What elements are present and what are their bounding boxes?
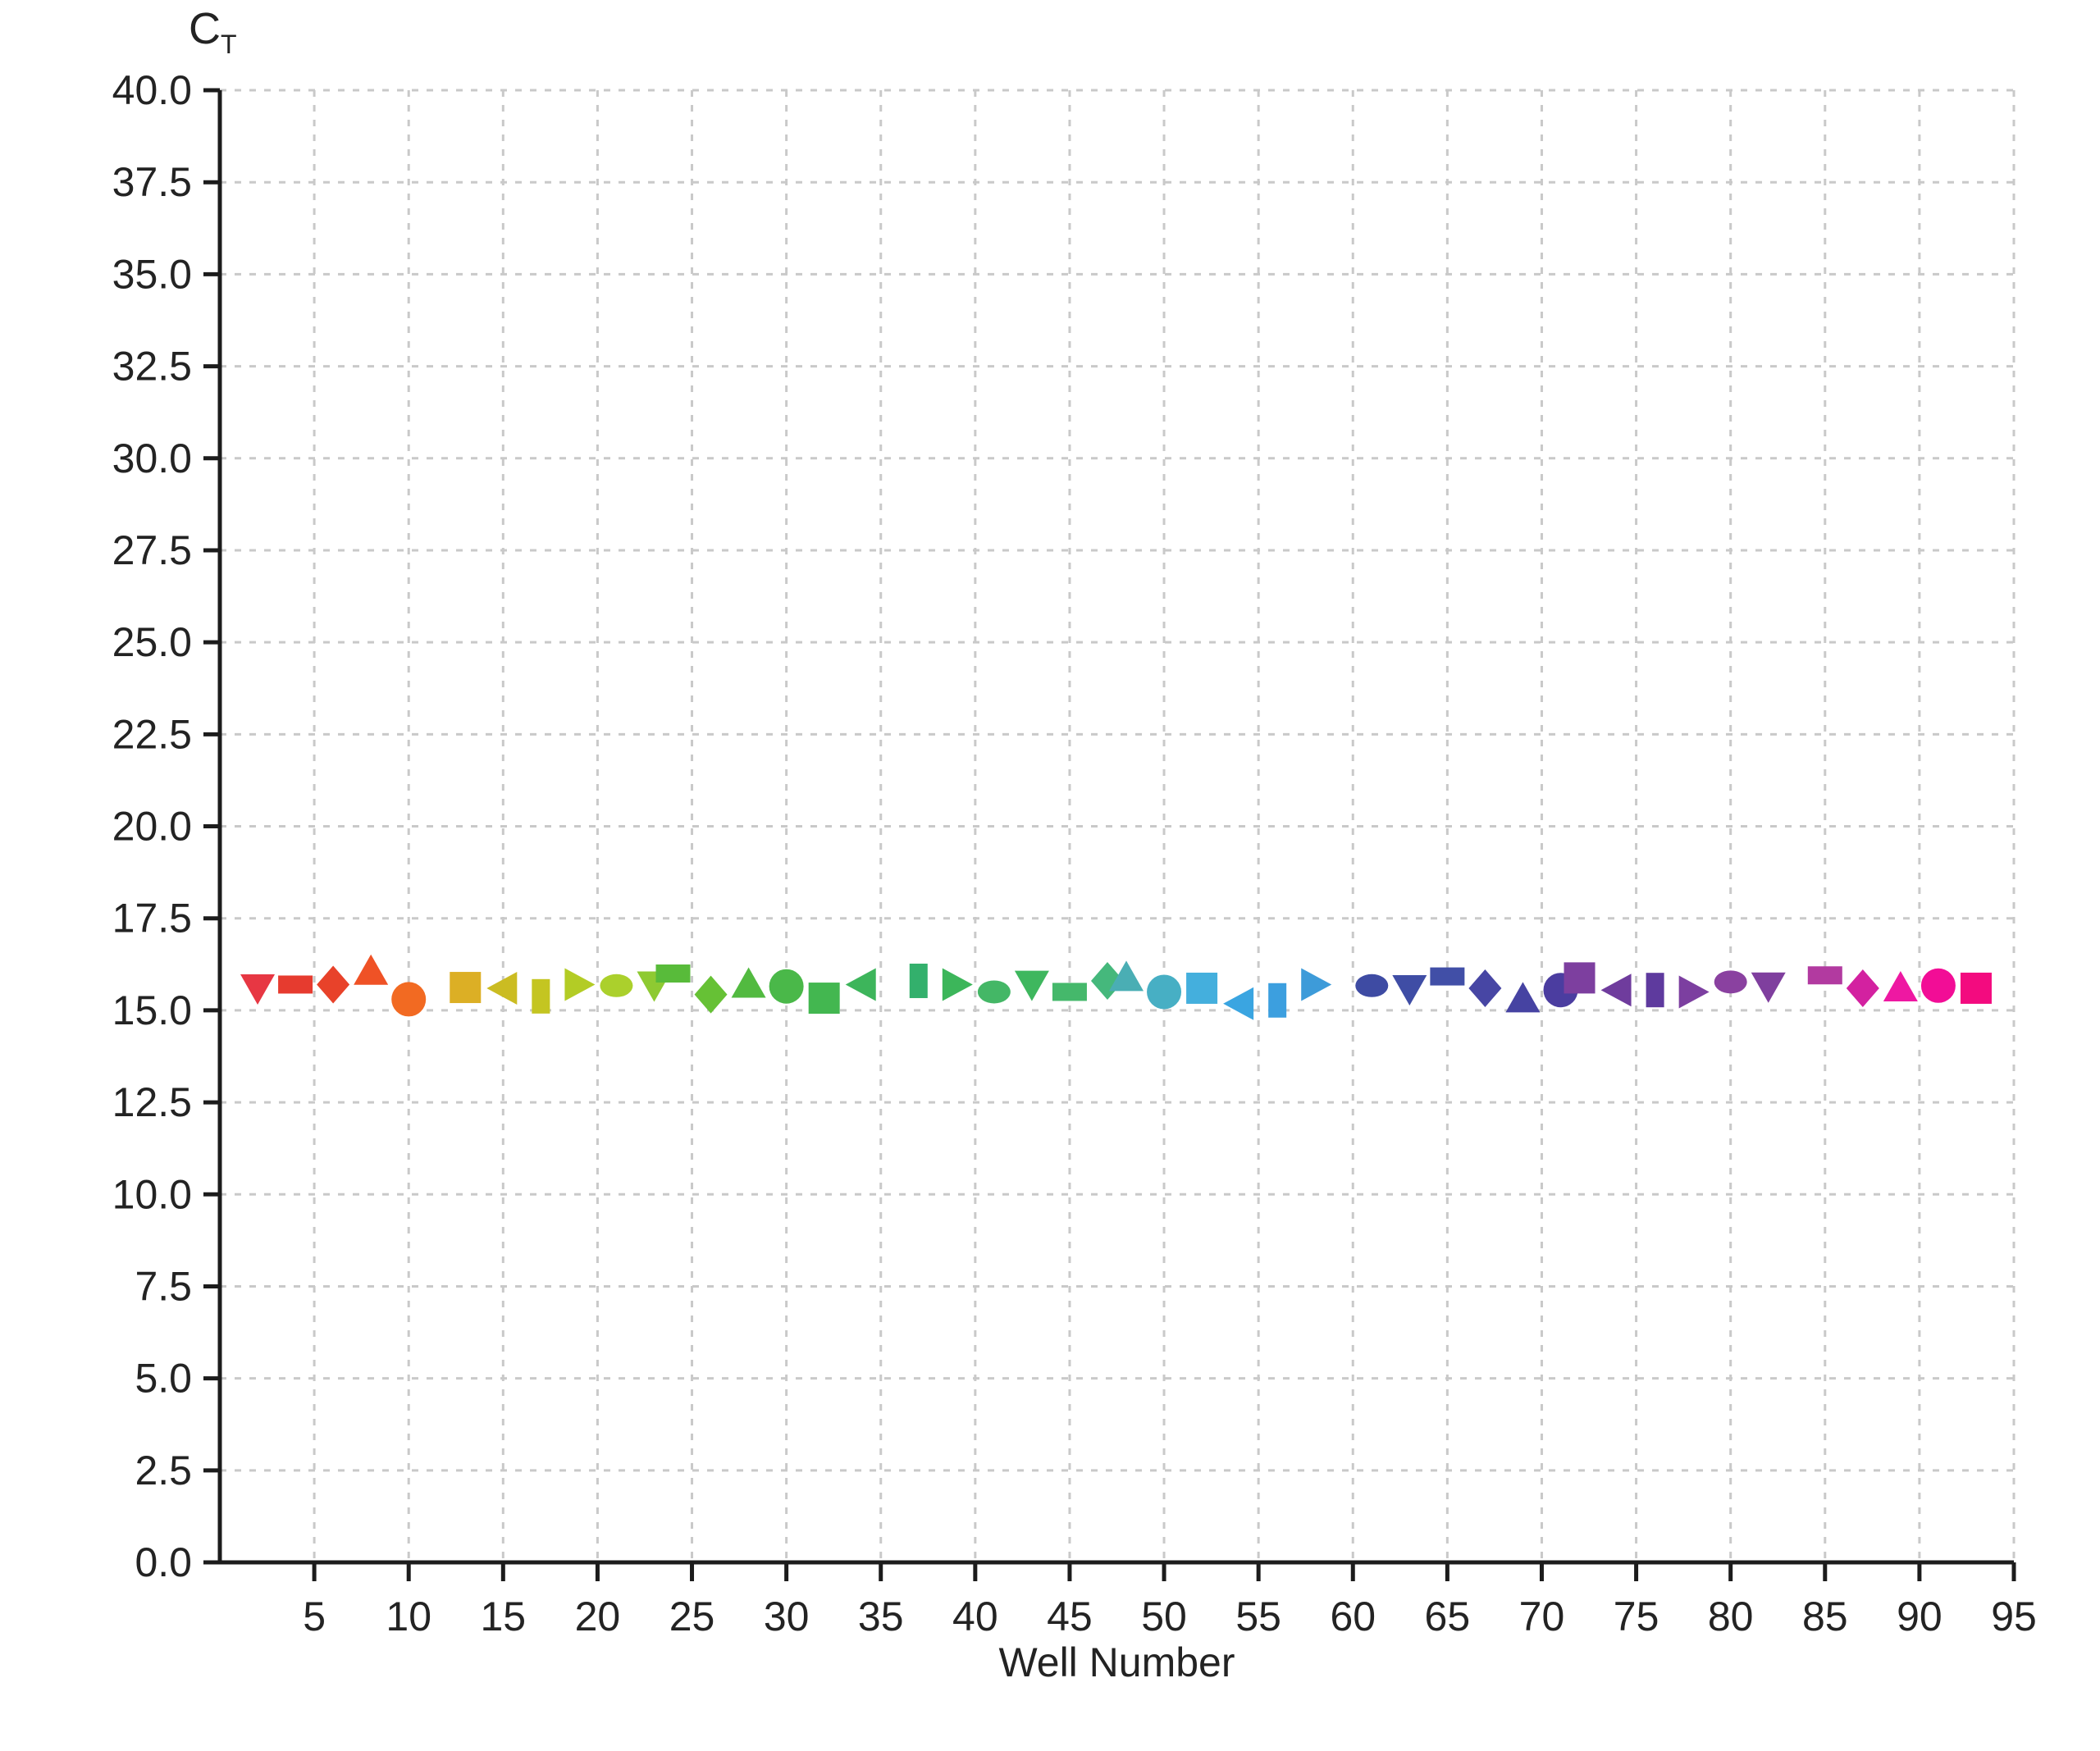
data-point-diamond-well-6 xyxy=(317,965,350,1004)
y-axis-title-sub: T xyxy=(221,29,237,59)
x-tick-label-90: 90 xyxy=(1897,1594,1942,1639)
x-tick-label-20: 20 xyxy=(575,1594,621,1639)
x-tick-label-65: 65 xyxy=(1425,1594,1471,1639)
data-point-diamond-well-26 xyxy=(694,975,728,1014)
data-point-hbar-well-45 xyxy=(1052,983,1087,1001)
y-tick-label-25: 25.0 xyxy=(112,619,192,665)
data-point-triangle-up-well-89 xyxy=(1883,970,1918,1001)
data-point-circle-well-10 xyxy=(391,982,427,1017)
y-tick-label-32.5: 32.5 xyxy=(112,344,192,390)
data-point-triangle-down-well-43 xyxy=(1014,970,1049,1001)
data-point-circle-well-30 xyxy=(769,969,804,1004)
data-point-triangle-right-well-19 xyxy=(564,968,596,1001)
data-point-vbar-well-76 xyxy=(1646,973,1664,1008)
x-tick-label-30: 30 xyxy=(764,1594,810,1639)
data-point-diamond-well-67 xyxy=(1468,969,1502,1007)
data-point-circle-well-91 xyxy=(1920,968,1956,1003)
y-tick-label-10: 10.0 xyxy=(112,1171,192,1217)
y-tick-label-0: 0.0 xyxy=(135,1539,192,1585)
data-point-triangle-up-well-48 xyxy=(1109,960,1144,992)
data-point-hbar-well-65 xyxy=(1430,967,1465,986)
y-tick-label-12.5: 12.5 xyxy=(112,1079,192,1125)
data-point-triangle-right-well-58 xyxy=(1301,968,1332,1001)
data-point-ellipse-well-21 xyxy=(600,974,633,997)
y-tick-label-22.5: 22.5 xyxy=(112,711,192,757)
x-tick-label-85: 85 xyxy=(1802,1594,1848,1639)
x-tick-label-80: 80 xyxy=(1708,1594,1754,1639)
y-tick-label-40: 40.0 xyxy=(112,67,192,113)
data-point-square-well-32 xyxy=(808,983,840,1015)
y-tick-label-35: 35.0 xyxy=(112,251,192,297)
x-tick-label-50: 50 xyxy=(1141,1594,1187,1639)
data-point-triangle-up-well-69 xyxy=(1505,982,1541,1013)
data-point-triangle-left-well-34 xyxy=(845,968,876,1001)
x-tick-label-40: 40 xyxy=(952,1594,998,1639)
data-point-circle-well-50 xyxy=(1147,974,1182,1010)
data-point-triangle-left-well-54 xyxy=(1223,987,1254,1020)
data-point-hbar-well-4 xyxy=(278,975,313,994)
data-point-triangle-left-well-15 xyxy=(486,971,518,1005)
data-point-diamond-well-87 xyxy=(1846,969,1879,1007)
data-point-hbar-well-24 xyxy=(655,964,691,983)
data-point-triangle-up-well-28 xyxy=(731,967,766,998)
y-tick-label-27.5: 27.5 xyxy=(112,527,192,573)
y-axis-title-main: C xyxy=(189,4,221,53)
data-point-hbar-well-85 xyxy=(1807,966,1842,985)
data-point-triangle-left-well-74 xyxy=(1600,974,1632,1007)
data-point-triangle-down-well-63 xyxy=(1392,974,1427,1005)
x-tick-label-15: 15 xyxy=(481,1594,527,1639)
x-axis-title: Well Number xyxy=(998,1639,1235,1685)
data-point-triangle-right-well-39 xyxy=(942,968,973,1001)
data-point-ellipse-well-80 xyxy=(1714,970,1747,994)
data-point-vbar-well-37 xyxy=(909,963,928,998)
data-point-square-well-93 xyxy=(1960,972,1992,1004)
y-tick-label-20: 20.0 xyxy=(112,804,192,850)
y-tick-label-15: 15.0 xyxy=(112,987,192,1033)
data-point-ellipse-well-61 xyxy=(1355,974,1389,997)
data-point-square-well-52 xyxy=(1186,972,1218,1004)
x-tick-label-70: 70 xyxy=(1519,1594,1565,1639)
data-point-triangle-down-well-82 xyxy=(1751,972,1786,1003)
y-tick-label-5: 5.0 xyxy=(135,1356,192,1402)
x-tick-label-25: 25 xyxy=(669,1594,715,1639)
y-tick-label-2.5: 2.5 xyxy=(135,1448,192,1493)
x-tick-label-95: 95 xyxy=(1991,1594,2037,1639)
y-tick-label-7.5: 7.5 xyxy=(135,1263,192,1309)
data-point-triangle-down-well-2 xyxy=(240,974,276,1005)
y-axis-title: CT xyxy=(189,3,237,60)
data-point-vbar-well-17 xyxy=(532,978,550,1014)
data-point-ellipse-well-41 xyxy=(977,980,1011,1004)
y-tick-label-17.5: 17.5 xyxy=(112,896,192,942)
x-tick-label-35: 35 xyxy=(858,1594,904,1639)
x-tick-label-55: 55 xyxy=(1235,1594,1281,1639)
x-tick-label-5: 5 xyxy=(303,1594,326,1639)
data-point-square-well-72 xyxy=(1564,962,1596,994)
data-point-vbar-well-56 xyxy=(1268,983,1287,1018)
x-tick-label-75: 75 xyxy=(1614,1594,1659,1639)
data-point-square-well-13 xyxy=(450,972,482,1004)
x-tick-label-45: 45 xyxy=(1047,1594,1093,1639)
x-tick-label-60: 60 xyxy=(1330,1594,1376,1639)
data-point-triangle-up-well-8 xyxy=(354,954,389,985)
x-tick-label-10: 10 xyxy=(386,1594,431,1639)
y-tick-label-30: 30.0 xyxy=(112,435,192,481)
data-point-triangle-right-well-78 xyxy=(1678,975,1710,1009)
y-tick-label-37.5: 37.5 xyxy=(112,159,192,205)
